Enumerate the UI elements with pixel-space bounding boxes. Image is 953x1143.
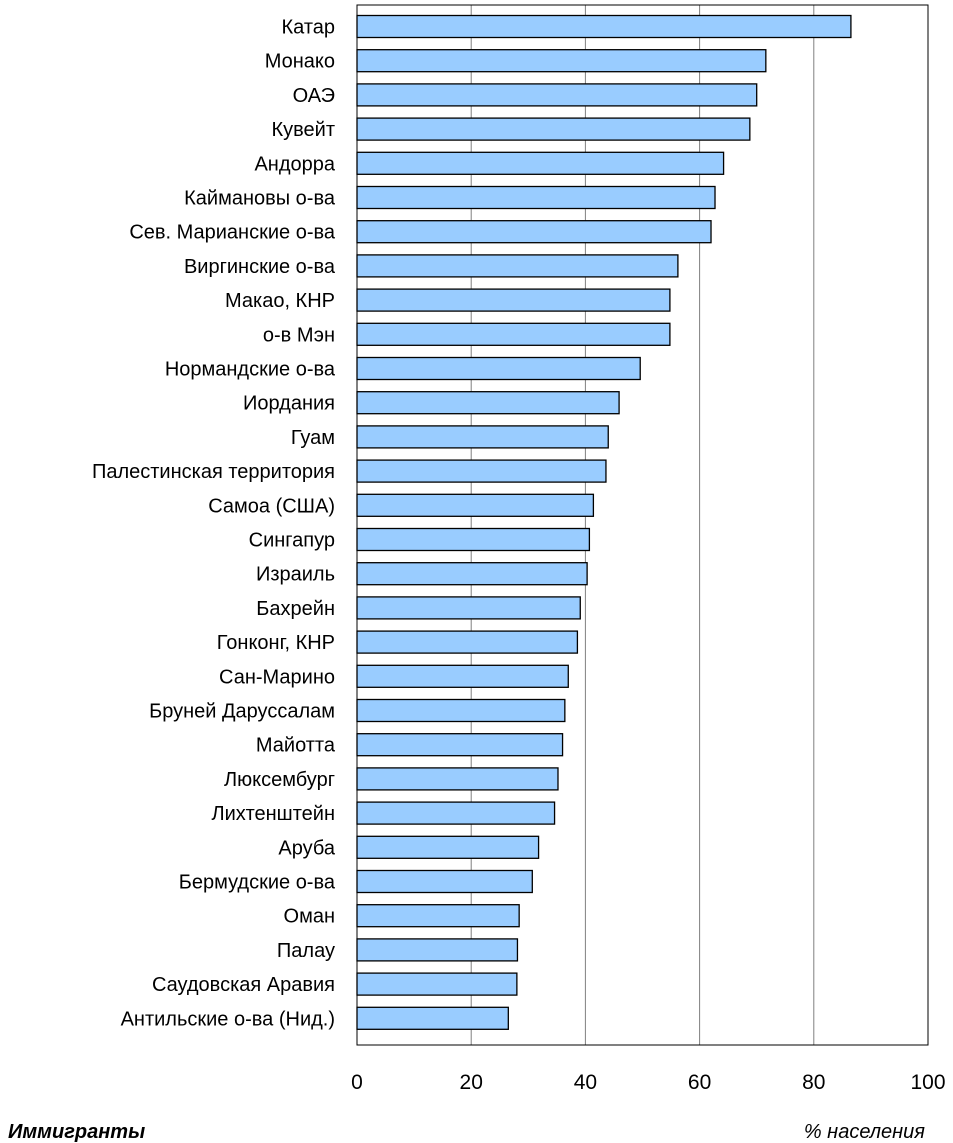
category-label: Нормандские о-ва: [165, 359, 336, 381]
category-label: Андорра: [254, 153, 335, 175]
bar: [356, 288, 671, 312]
category-label: Кувейт: [271, 119, 335, 141]
category-label: Гонконг, КНР: [217, 632, 335, 654]
bar: [356, 14, 852, 39]
x-tick-label: 0: [351, 1071, 363, 1094]
category-label: Антильские о-ва (Нид.): [121, 1008, 335, 1030]
bar: [356, 493, 595, 517]
category-label: Саудовская Аравия: [152, 974, 335, 996]
bar: [356, 904, 520, 928]
bar: [356, 459, 607, 483]
footer-left-label: Иммигранты: [8, 1121, 145, 1143]
bar: [356, 391, 620, 415]
bar: [356, 322, 671, 346]
x-tick-labels: 0 20 40 60 80 100: [351, 1071, 945, 1094]
category-label: Палау: [277, 940, 335, 962]
category-label: ОАЭ: [293, 85, 335, 107]
category-label: Каймановы о-ва: [184, 188, 336, 210]
category-label: Оман: [284, 906, 335, 928]
bar: [356, 151, 725, 175]
bar: [356, 356, 641, 381]
category-label: Бруней Даруссалам: [149, 701, 335, 723]
category-label: Виргинские о-ва: [184, 256, 336, 278]
bar: [356, 869, 533, 894]
footer-right-label: % населения: [804, 1121, 925, 1143]
category-label: Сингапур: [249, 530, 335, 552]
category-label: о-в Мэн: [263, 324, 335, 346]
bar: [356, 49, 767, 73]
category-label: Лихтенштейн: [212, 803, 336, 825]
category-label: Бермудские о-ва: [179, 872, 336, 894]
bar: [356, 83, 758, 107]
category-label: Гуам: [291, 427, 335, 449]
bar: [356, 767, 559, 791]
category-label: Бахрейн: [256, 598, 335, 620]
bar: [356, 596, 581, 620]
x-tick-label: 20: [460, 1071, 483, 1094]
bar: [356, 117, 751, 141]
bar: [356, 801, 556, 825]
x-tick-label: 100: [910, 1071, 945, 1094]
category-label: Аруба: [278, 837, 335, 859]
x-tick-label: 40: [574, 1071, 597, 1094]
bar: [356, 664, 569, 688]
bar: [356, 938, 519, 962]
bar: [356, 562, 588, 586]
bars: [356, 14, 852, 1030]
category-label: Израиль: [256, 564, 335, 586]
category-label: Сев. Марианские о-ва: [129, 222, 336, 244]
bar: [356, 630, 579, 654]
bar: [356, 254, 679, 278]
category-label: Иордания: [243, 393, 335, 415]
category-label: Монако: [265, 51, 335, 73]
bar: [356, 1006, 509, 1030]
bar: [356, 527, 591, 552]
category-label: Самоа (США): [208, 495, 335, 517]
bar: [356, 425, 609, 449]
x-tick-label: 60: [688, 1071, 711, 1094]
category-labels: Катар Монако ОАЭ Кувейт Андорра Каймановы о-в…: [92, 17, 336, 1031]
bar: [356, 972, 518, 996]
bar: [356, 733, 564, 757]
category-label: Сан-Марино: [219, 666, 335, 688]
category-label: Палестинская территория: [92, 461, 335, 483]
bar: [356, 835, 540, 859]
bar: [356, 220, 712, 244]
bar: [356, 698, 566, 723]
category-label: Катар: [281, 17, 335, 39]
category-label: Майотта: [256, 735, 336, 757]
category-label: Макао, КНР: [225, 290, 335, 312]
category-label: Люксембург: [224, 769, 335, 791]
plot-frame: [356, 4, 929, 1046]
x-tick-label: 80: [802, 1071, 825, 1094]
bar: [356, 185, 716, 210]
